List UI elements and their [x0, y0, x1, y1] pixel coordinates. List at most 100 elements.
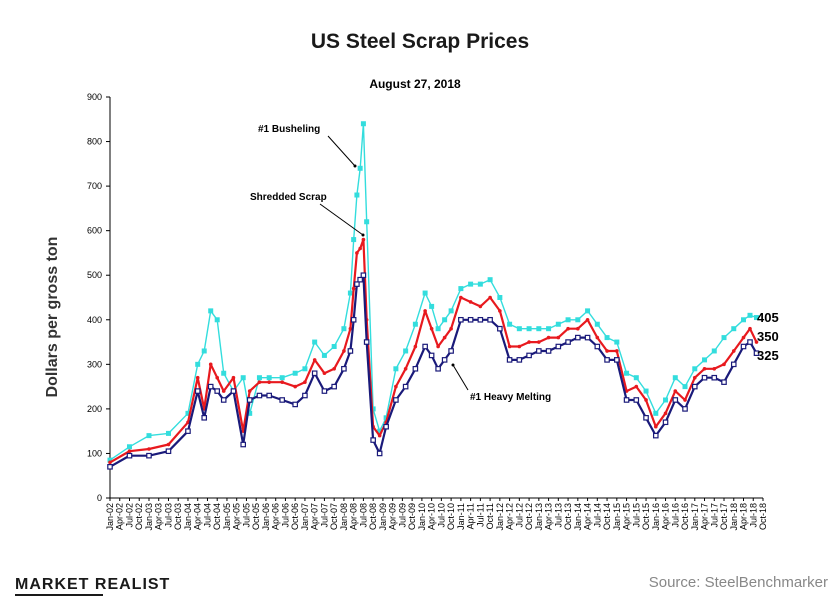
x-tick-label: Jul-09 [397, 503, 407, 528]
x-tick-label: Jul-03 [163, 503, 173, 528]
data-point [653, 424, 658, 429]
x-tick-label: Apr-16 [661, 503, 671, 530]
annotation-layer: #1 Busheling Shredded Scrap #1 Heavy Melti… [250, 124, 779, 403]
data-point [477, 281, 483, 287]
x-tick-label: Apr-12 [505, 503, 515, 530]
data-point [497, 295, 503, 300]
data-point [350, 316, 357, 323]
x-tick-label: Jan-03 [144, 503, 154, 531]
x-tick-label: Jan-10 [417, 503, 427, 531]
x-tick-label: Apr-05 [232, 503, 242, 530]
data-point [436, 344, 440, 349]
data-point [215, 375, 220, 380]
data-point [403, 366, 408, 371]
data-point [506, 357, 513, 363]
x-tick-label: Apr-09 [388, 503, 398, 530]
x-tick-label: Jan-08 [339, 503, 349, 531]
data-point [555, 343, 562, 350]
series-1 [108, 237, 759, 465]
data-point [652, 432, 659, 439]
data-point [302, 392, 308, 399]
x-tick-label: Apr-02 [115, 503, 125, 530]
data-point [247, 410, 253, 416]
x-tick-label: Oct-02 [134, 503, 144, 530]
data-point [351, 237, 357, 243]
data-point [594, 343, 601, 350]
data-point [442, 335, 447, 340]
data-point [526, 326, 532, 332]
data-point [731, 349, 736, 353]
data-point [279, 375, 285, 381]
data-point [351, 286, 356, 291]
data-point [633, 397, 640, 403]
data-point [516, 326, 522, 332]
data-point [312, 339, 318, 345]
data-point [545, 348, 552, 354]
data-point [394, 384, 398, 389]
data-point [721, 379, 727, 385]
x-tick-label: Oct-07 [329, 503, 339, 530]
data-point [127, 449, 132, 454]
data-point [363, 339, 370, 345]
data-point [165, 448, 172, 455]
data-point [429, 326, 434, 331]
data-point [594, 321, 600, 327]
x-tick-label: Oct-12 [524, 503, 534, 530]
data-point [488, 295, 492, 300]
data-point [507, 344, 512, 349]
data-point [575, 317, 581, 323]
annotation-arrow [319, 203, 364, 236]
data-point [240, 375, 246, 381]
data-point [643, 415, 649, 421]
data-point [303, 380, 307, 384]
data-point [448, 308, 454, 314]
data-point [498, 309, 502, 313]
data-point [312, 358, 317, 362]
x-tick-label: Oct-06 [290, 503, 300, 530]
data-point [459, 295, 463, 300]
x-tick-label: Jul-08 [358, 503, 368, 528]
x-tick-label: Jan-06 [261, 503, 271, 531]
data-point [467, 316, 474, 323]
data-point [185, 428, 191, 434]
data-point [663, 411, 668, 416]
data-point [566, 326, 570, 331]
data-point [435, 365, 441, 372]
data-point [546, 326, 552, 332]
data-point [267, 380, 271, 384]
data-point [487, 277, 493, 283]
data-point [555, 321, 561, 327]
data-point [731, 326, 737, 332]
x-tick-label: Apr-04 [193, 503, 203, 530]
data-point [527, 340, 531, 344]
x-tick-label: Apr-13 [544, 503, 554, 530]
data-point [147, 447, 151, 451]
data-point [741, 317, 747, 323]
data-point [376, 450, 383, 457]
data-point [672, 375, 678, 381]
data-point [341, 365, 347, 372]
data-point [348, 326, 353, 331]
x-tick-label: Oct-11 [485, 503, 495, 529]
x-tick-label: Oct-08 [368, 503, 378, 530]
x-tick-label: Jul-16 [670, 503, 680, 528]
data-point [722, 362, 726, 367]
data-point [165, 430, 171, 436]
data-point [195, 361, 201, 367]
data-point [280, 380, 284, 384]
x-tick-label: Jul-15 [631, 503, 641, 528]
data-point [355, 251, 359, 255]
data-point [643, 388, 649, 394]
data-point [702, 366, 707, 371]
data-point [354, 192, 360, 198]
x-tick-label: Jul-18 [748, 503, 758, 528]
data-point [584, 334, 591, 341]
x-tick-label: Apr-17 [700, 503, 710, 530]
data-point [214, 388, 221, 394]
data-point [468, 281, 474, 287]
data-point [266, 392, 272, 399]
chart-title: US Steel Scrap Prices [310, 30, 530, 53]
data-point [753, 350, 760, 356]
data-point [107, 457, 113, 463]
data-point [331, 344, 337, 350]
